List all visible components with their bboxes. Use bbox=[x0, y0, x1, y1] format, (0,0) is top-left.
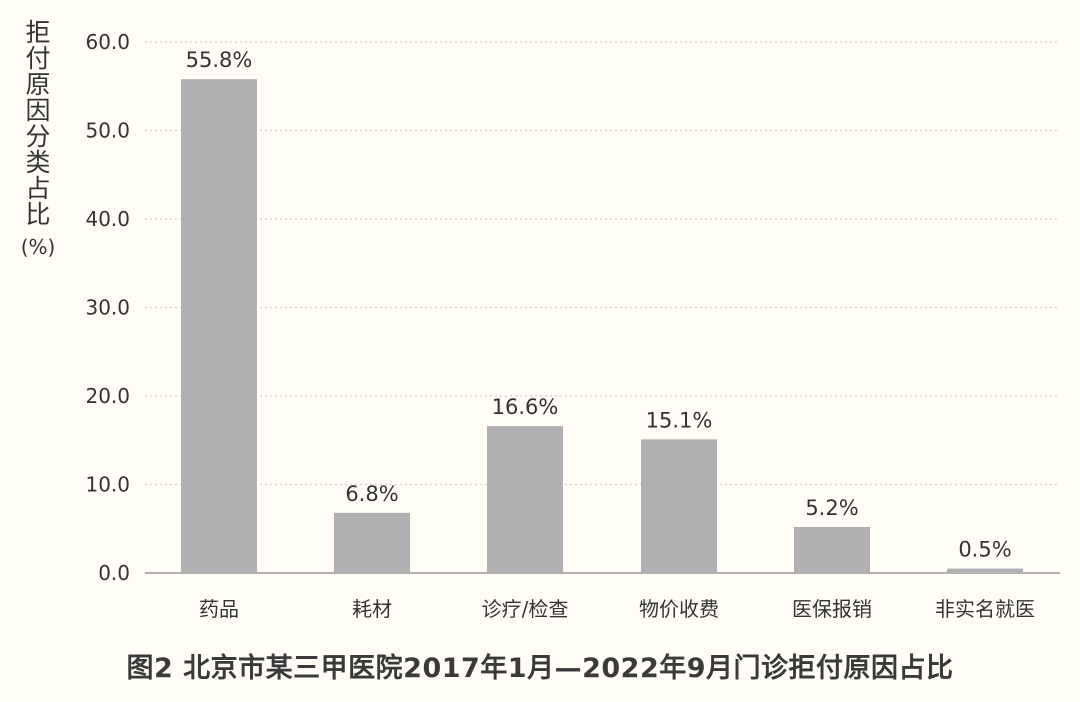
bar bbox=[487, 426, 563, 573]
y-tick-label: 50.0 bbox=[85, 119, 130, 143]
bar bbox=[947, 568, 1023, 573]
y-tick-label: 20.0 bbox=[85, 384, 130, 408]
data-label: 16.6% bbox=[492, 395, 559, 419]
data-label: 6.8% bbox=[345, 482, 398, 506]
data-label: 15.1% bbox=[646, 408, 713, 432]
y-tick-label: 0.0 bbox=[98, 561, 130, 585]
y-tick-label: 60.0 bbox=[85, 30, 130, 54]
figure-caption: 图2 北京市某三甲医院2017年1月—2022年9月门诊拒付原因占比 bbox=[126, 653, 954, 684]
data-label: 55.8% bbox=[186, 48, 253, 72]
data-label: 5.2% bbox=[805, 496, 858, 520]
bar bbox=[181, 79, 257, 574]
x-tick-label: 非实名就医 bbox=[935, 597, 1035, 621]
x-tick-label: 物价收费 bbox=[639, 597, 719, 621]
y-tick-label: 10.0 bbox=[85, 473, 130, 497]
bar bbox=[334, 512, 410, 573]
bar bbox=[794, 526, 870, 573]
x-tick-label: 耗材 bbox=[352, 597, 392, 621]
x-tick-label: 诊疗/检查 bbox=[482, 597, 569, 621]
x-tick-label: 医保报销 bbox=[792, 597, 872, 621]
y-axis-label: 拒付原因分类占比 bbox=[25, 18, 51, 229]
bar bbox=[641, 439, 717, 573]
data-label: 0.5% bbox=[958, 538, 1011, 562]
y-axis-unit: (%) bbox=[20, 235, 56, 259]
x-tick-label: 药品 bbox=[199, 597, 239, 621]
y-tick-label: 30.0 bbox=[85, 296, 130, 320]
y-tick-label: 40.0 bbox=[85, 207, 130, 231]
y-axis-title: 拒付原因分类占比 (%) bbox=[18, 20, 58, 260]
